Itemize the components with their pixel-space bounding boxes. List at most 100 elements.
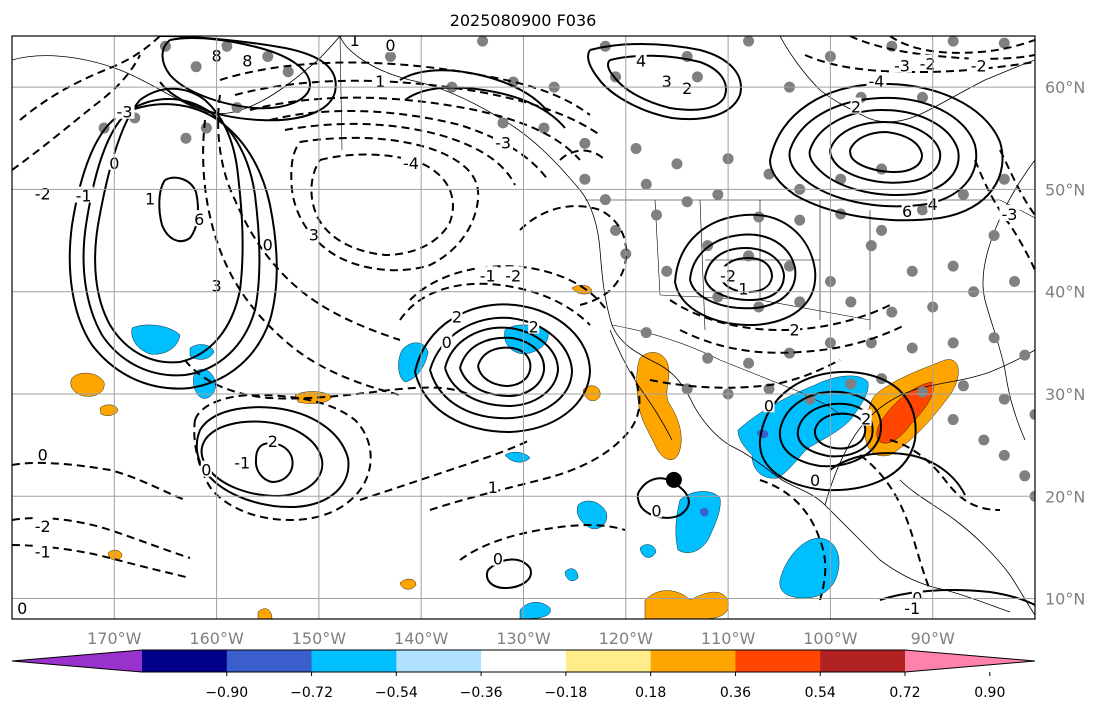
colorbar-segment <box>820 650 906 672</box>
station-dot <box>978 434 990 446</box>
latitude-label: 40°N <box>1045 283 1085 302</box>
contour-label: 0 <box>442 333 452 352</box>
latitude-label: 20°N <box>1045 487 1085 506</box>
contour-label-bg <box>901 201 913 218</box>
contour-label-bg <box>493 133 514 150</box>
contour-label-bg <box>968 56 989 73</box>
contour-negative <box>804 54 1035 74</box>
contour-positive <box>399 69 549 113</box>
contour-positive <box>486 558 532 590</box>
contour-positive <box>849 130 924 174</box>
shaded-region-negative <box>639 544 657 558</box>
colorbar-tick-label: −0.54 <box>375 685 418 701</box>
contour-label-bg <box>528 317 540 334</box>
contour-label: 3 <box>662 72 672 91</box>
contour-negative <box>234 79 601 136</box>
contour-label-bg <box>349 36 361 48</box>
contour-label-bg <box>999 204 1020 221</box>
contour-label: 2 <box>529 318 539 337</box>
colorbar-extend-max <box>905 650 1035 672</box>
station-dot <box>886 306 898 318</box>
contour-label: 6 <box>194 210 204 229</box>
station-dot <box>630 143 642 155</box>
shaded-region-positive <box>582 385 601 401</box>
contour-positive <box>704 246 786 302</box>
contour-label: 1 <box>488 478 498 497</box>
contour-negative <box>12 461 186 501</box>
contour-label: 4 <box>636 52 646 71</box>
colorbar-segment <box>650 650 736 672</box>
colorbar-segment <box>142 650 228 672</box>
shaded-region-positive <box>399 578 417 590</box>
longitude-label: 90°W <box>911 629 955 648</box>
contour-positive <box>674 213 817 327</box>
shaded-region-negative <box>737 375 869 479</box>
contour-label: 0 <box>17 599 27 618</box>
station-dot <box>957 380 969 392</box>
contour-positive <box>829 120 942 184</box>
contour-positive <box>587 43 742 121</box>
contour-label: -1 <box>234 454 250 473</box>
colorbar-outline <box>11 649 1036 673</box>
contour-label-bg <box>492 549 504 566</box>
contour-label: -1 <box>76 187 92 206</box>
contour-positive <box>758 370 917 492</box>
contour-label-bg <box>400 153 421 170</box>
contour-label-bg <box>193 210 205 227</box>
contour-label: 1 <box>350 31 360 50</box>
station-dot <box>947 260 959 272</box>
longitude-tick-labels: 170°W 160°W 150°W 140°W 130°W 120°W 110°W 100°W… <box>87 629 955 648</box>
station-dot <box>794 296 806 308</box>
contour-label: 2 <box>682 79 692 98</box>
colorbar-segment <box>226 650 313 672</box>
contour-label: -3 <box>1001 205 1017 224</box>
contour-label-bg <box>866 72 887 89</box>
contour-label: -2 <box>35 517 51 536</box>
contour-positive <box>813 412 867 450</box>
contour-negative <box>669 299 891 332</box>
contour-positive <box>94 87 244 364</box>
contour-label-bg <box>385 36 397 53</box>
contour-label-bg <box>73 186 94 203</box>
colorbar-tick-label: −0.36 <box>460 685 503 701</box>
contour-label-bg <box>16 598 28 615</box>
contour-label-bg <box>262 235 274 252</box>
contour-positive <box>636 477 690 519</box>
contour-negative <box>359 439 531 501</box>
station-dot <box>599 194 611 206</box>
contour-label-bg <box>661 72 673 89</box>
contour-positive <box>796 402 874 458</box>
contour-negative <box>219 61 591 116</box>
latitude-tick-labels: 10°N 20°N 30°N 40°N 50°N 60°N <box>1045 78 1085 608</box>
longitude-label: 160°W <box>189 629 244 648</box>
station-dot <box>998 37 1010 49</box>
contour-label-bg <box>911 588 923 605</box>
shaded-region-positive <box>644 590 729 619</box>
contour-negative <box>184 359 471 400</box>
latitude-label: 50°N <box>1045 180 1085 199</box>
contour-label: 8 <box>242 52 252 71</box>
coastline-baja <box>609 329 673 441</box>
contour-positive <box>254 442 294 484</box>
contour-negative <box>559 149 606 161</box>
contour-negative <box>679 324 906 354</box>
contour-label-bg <box>144 189 156 206</box>
contour-label-bg <box>241 51 253 68</box>
contour-label: -1 <box>480 266 496 285</box>
contour-positive <box>477 346 532 388</box>
contour-label-bg <box>860 409 872 426</box>
station-dot <box>783 347 795 359</box>
station-dot <box>1009 275 1021 287</box>
station-dot <box>988 332 1000 344</box>
station-dot <box>763 383 775 395</box>
contour-label-bg <box>487 478 499 495</box>
station-dot <box>865 240 877 252</box>
station-dot <box>661 265 673 277</box>
contour-label: -2 <box>920 55 936 74</box>
shaded-region-positive <box>99 404 119 416</box>
station-dot <box>640 327 652 339</box>
contour-positive <box>161 37 312 110</box>
station-dot <box>783 260 795 272</box>
contour-positive <box>719 256 774 294</box>
